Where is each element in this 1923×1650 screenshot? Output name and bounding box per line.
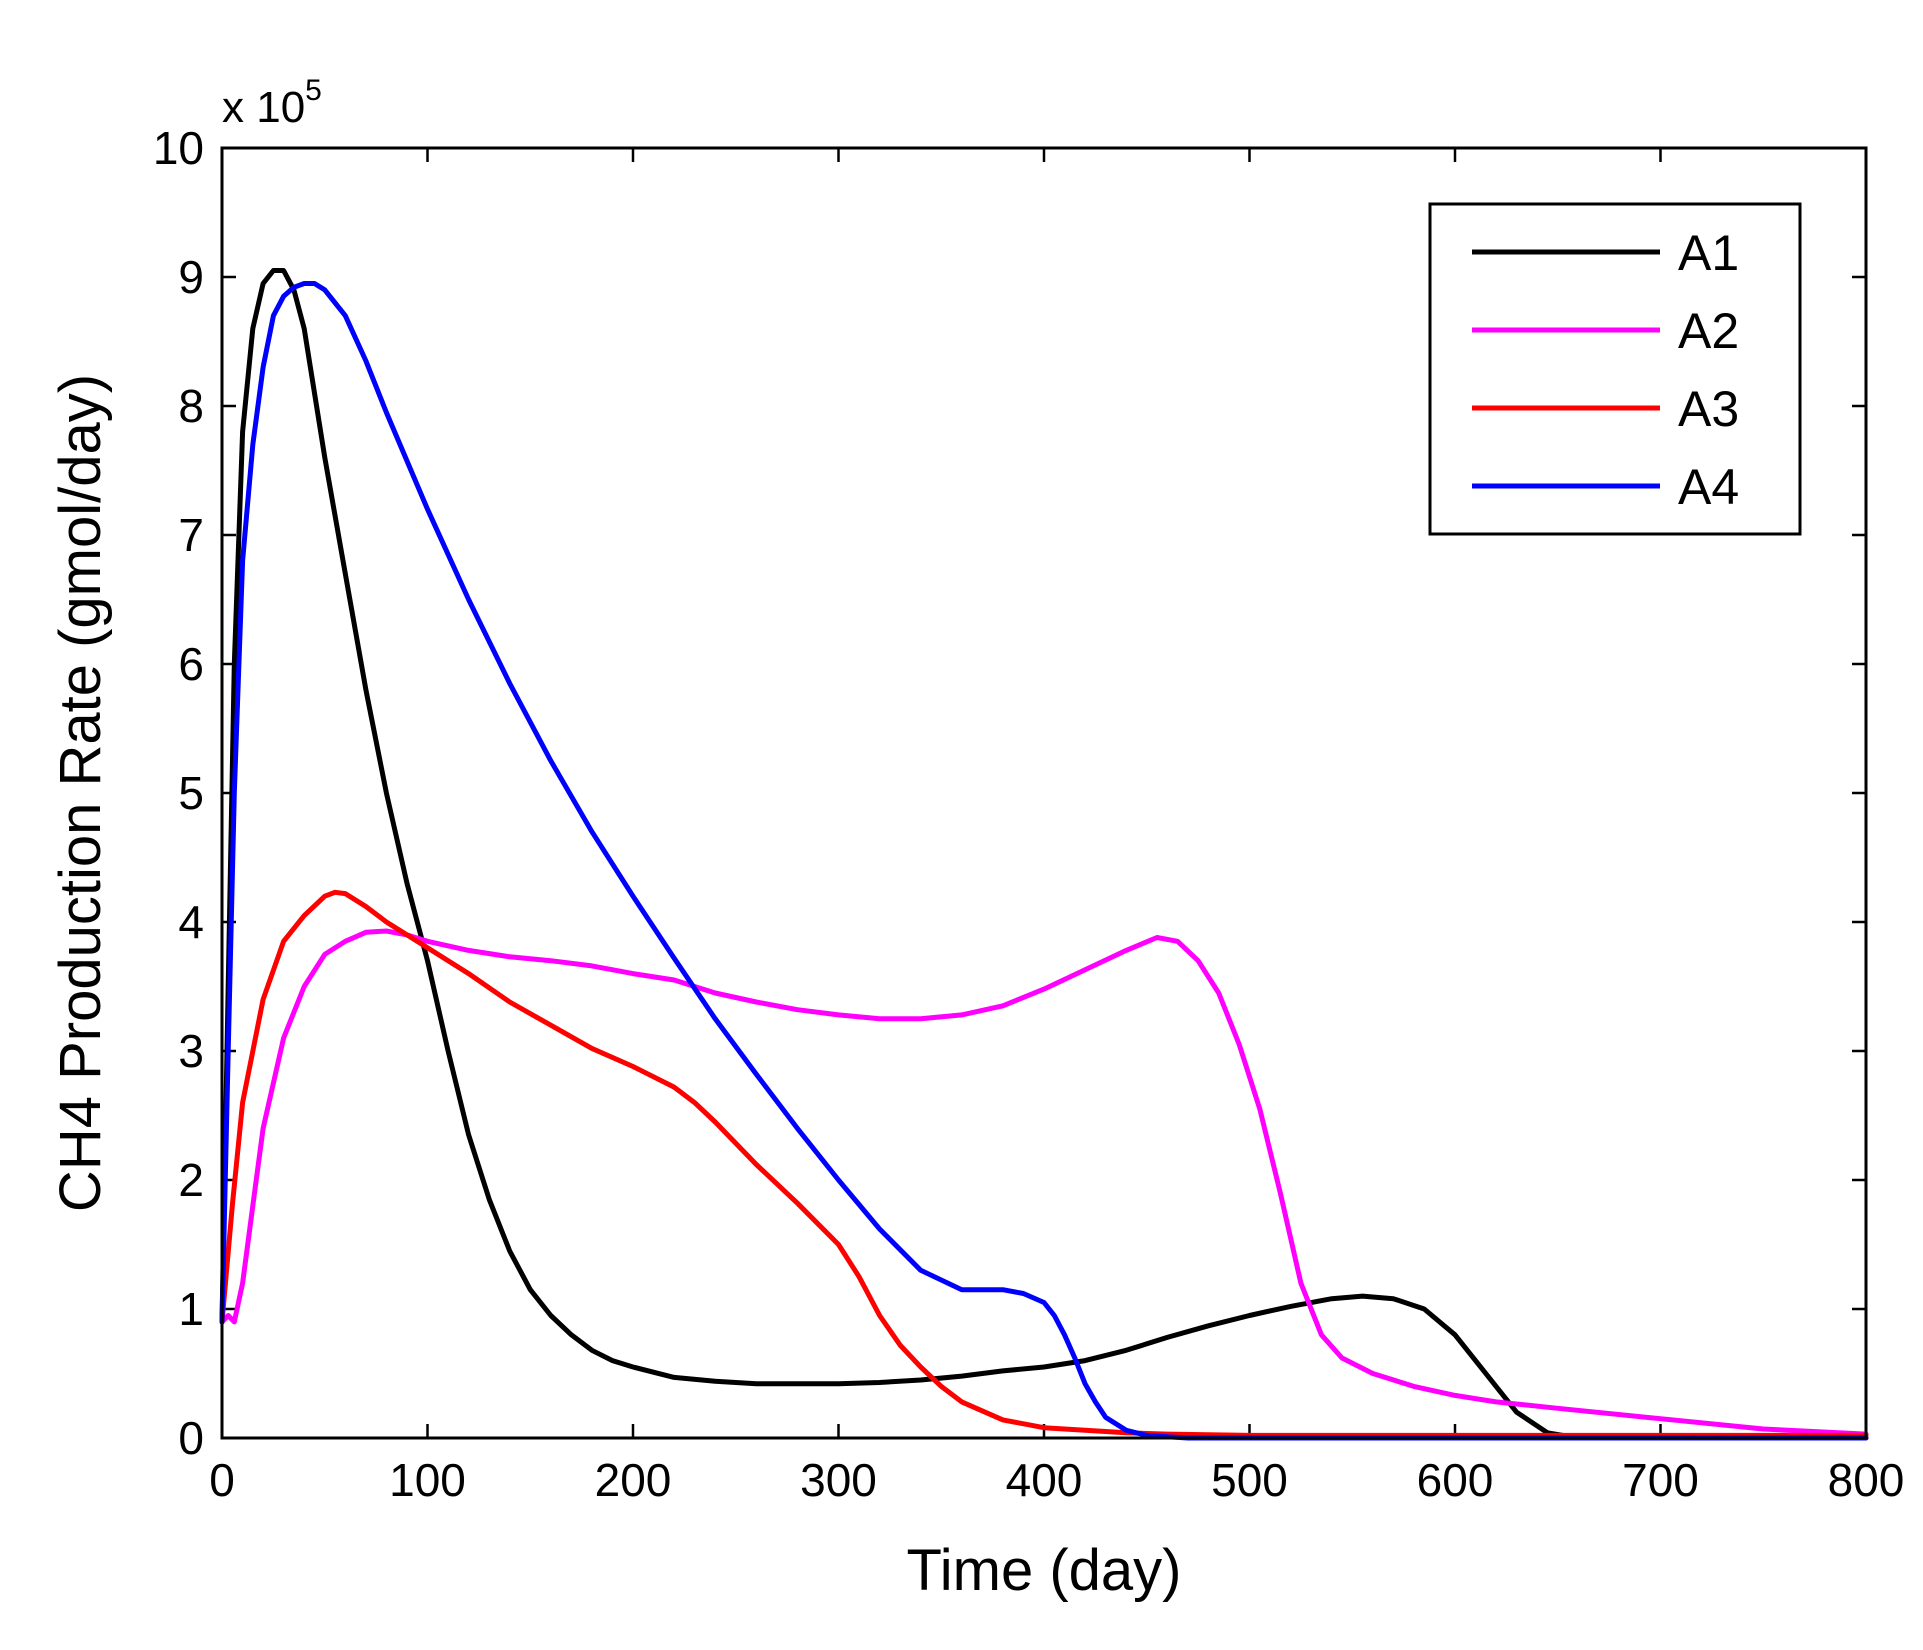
legend-label-a3: A3 bbox=[1678, 381, 1739, 437]
legend-label-a1: A1 bbox=[1678, 225, 1739, 281]
x-tick-label: 100 bbox=[389, 1454, 466, 1506]
y-tick-label: 4 bbox=[178, 896, 204, 948]
x-tick-label: 700 bbox=[1622, 1454, 1699, 1506]
y-tick-label: 10 bbox=[153, 122, 204, 174]
y-tick-label: 3 bbox=[178, 1025, 204, 1077]
y-tick-label: 5 bbox=[178, 767, 204, 819]
y-tick-label: 6 bbox=[178, 638, 204, 690]
y-tick-label: 1 bbox=[178, 1283, 204, 1335]
series-line-a1 bbox=[219, 268, 1869, 1441]
y-axis-label: CH4 Production Rate (gmol/day) bbox=[48, 374, 113, 1212]
y-tick-label: 7 bbox=[178, 509, 204, 561]
x-tick-label: 400 bbox=[1006, 1454, 1083, 1506]
x-tick-label: 800 bbox=[1828, 1454, 1905, 1506]
y-tick-label: 2 bbox=[178, 1154, 204, 1206]
x-tick-label: 300 bbox=[800, 1454, 877, 1506]
legend-label-a2: A2 bbox=[1678, 303, 1739, 359]
y-tick-label: 9 bbox=[178, 251, 204, 303]
x-tick-labels: 0 100 200 300 400 500 600 700 800 bbox=[209, 1454, 1904, 1506]
x-tick-label: 0 bbox=[209, 1454, 235, 1506]
series-line-a3 bbox=[219, 889, 1869, 1438]
y-tick-label: 8 bbox=[178, 380, 204, 432]
x-axis-label: Time (day) bbox=[907, 1538, 1182, 1603]
x-tick-label: 500 bbox=[1211, 1454, 1288, 1506]
y-scale-exponent: 5 bbox=[305, 74, 322, 107]
legend: A1 A2 A3 A4 bbox=[1428, 202, 1802, 536]
series-lines bbox=[219, 268, 1869, 1441]
series-line-a2 bbox=[219, 928, 1869, 1437]
y-tick-label: 0 bbox=[178, 1412, 204, 1464]
x-tick-label: 200 bbox=[595, 1454, 672, 1506]
legend-box bbox=[1428, 202, 1802, 536]
series-line-a4 bbox=[219, 281, 1869, 1441]
plot-area-frame bbox=[220, 146, 1868, 1440]
y-scale-base: x 10 bbox=[222, 83, 305, 132]
y-tick-labels: 0 1 2 3 4 5 6 7 8 9 10 bbox=[153, 122, 204, 1464]
legend-label-a4: A4 bbox=[1678, 459, 1739, 515]
x-tick-label: 600 bbox=[1417, 1454, 1494, 1506]
y-scale-factor: x 105 bbox=[222, 74, 322, 132]
legend-items: A1 A2 A3 A4 bbox=[1472, 225, 1739, 515]
